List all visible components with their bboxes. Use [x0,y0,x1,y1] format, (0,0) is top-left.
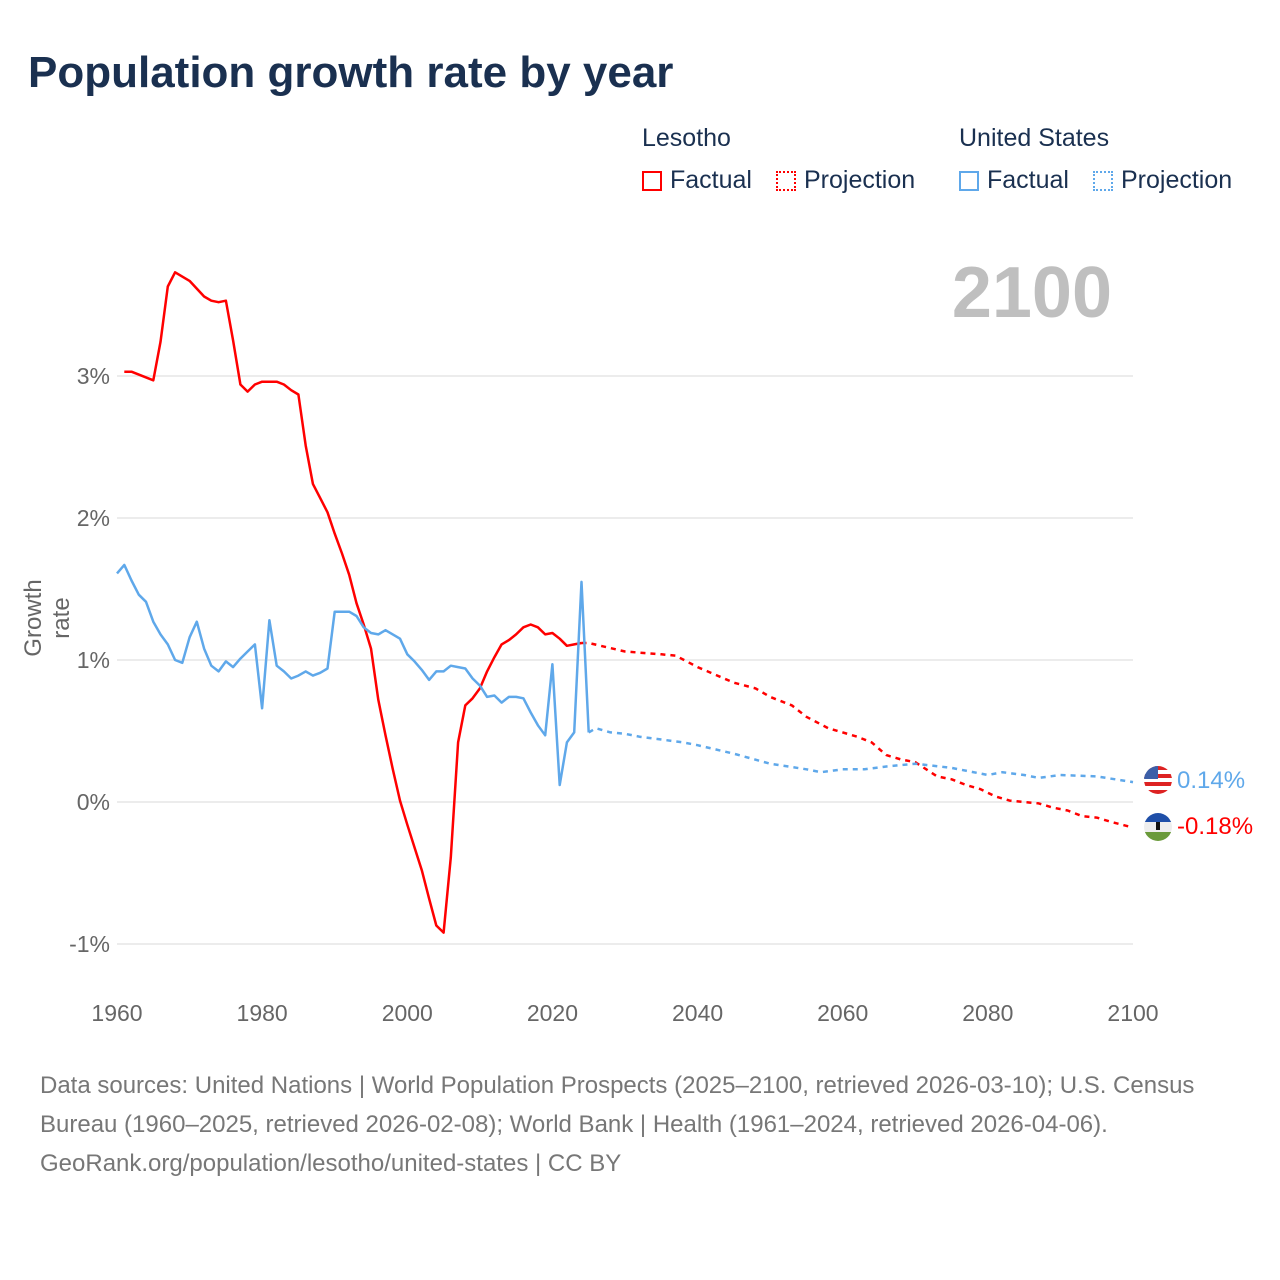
x-tick-label: 2100 [1107,1000,1158,1026]
lesotho-flag-icon [1144,813,1172,841]
legend-us-projection[interactable]: Projection [1093,166,1232,195]
x-tick-label: 1980 [237,1000,288,1026]
footer: Data sources: United Nations | World Pop… [40,1066,1220,1183]
x-tick-label: 2020 [527,1000,578,1026]
us-projection-line [588,726,1134,784]
legend-label: Factual [670,166,752,194]
x-tick-label: 1960 [91,1000,142,1026]
x-tick-label: 2060 [817,1000,868,1026]
legend-swatch [776,170,796,191]
x-tick-label: 2080 [962,1000,1013,1026]
legend-swatch [642,170,662,191]
legend-lesotho-projection[interactable]: Projection [776,166,915,195]
legend-label: Factual [987,166,1069,194]
legend-group-us: United States [959,124,1110,152]
lesotho-factual-line [124,271,582,934]
legend-label: Projection [1121,166,1233,194]
credit-link[interactable]: GeoRank.org/population/lesotho/united-st… [40,1150,622,1177]
us-end-label: 0.14% [1177,767,1246,794]
lesotho-end-label: -0.18% [1177,813,1254,840]
y-tick-label: 1% [77,647,110,673]
us-factual-line [116,563,590,787]
legend-group-lesotho: Lesotho [642,124,731,152]
current-year-label: 2100 [951,253,1112,333]
data-sources: Data sources: United Nations | World Pop… [40,1072,1195,1138]
us-flag-icon [1144,766,1172,794]
legend-swatch [1093,170,1113,191]
y-tick-label: 2% [77,505,110,531]
y-axis-label: Growth rate [20,579,75,657]
legend-lesotho-factual[interactable]: Factual [642,166,752,195]
x-tick-label: 2040 [672,1000,723,1026]
chart-title: Population growth rate by year [28,48,674,97]
lesotho-projection-line [581,641,1134,829]
y-tick-label: 3% [77,363,110,389]
legend-label: Projection [804,166,916,194]
y-tick-label: -1% [69,931,110,957]
y-tick-label: 0% [77,789,110,815]
legend-swatch [959,170,979,191]
x-tick-label: 2000 [382,1000,433,1026]
legend-us-factual[interactable]: Factual [959,166,1069,195]
